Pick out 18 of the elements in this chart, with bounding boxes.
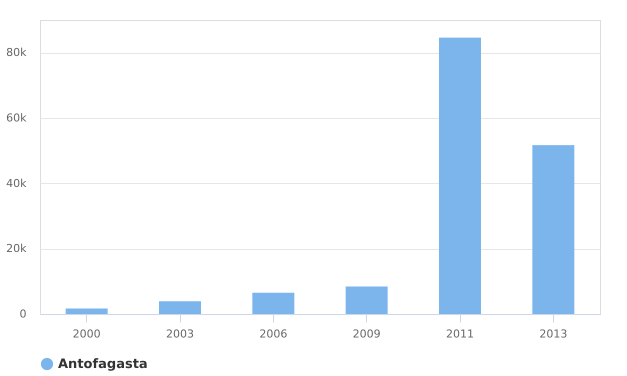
x-tick-label: 2013 xyxy=(539,328,568,340)
x-tick-label: 2000 xyxy=(72,328,101,340)
bar xyxy=(346,286,388,314)
x-tick-label: 2011 xyxy=(446,328,474,340)
bar xyxy=(439,38,481,314)
x-tick-label: 2006 xyxy=(259,328,288,340)
y-tick-label: 20k xyxy=(6,242,28,256)
bar xyxy=(66,308,108,314)
bar xyxy=(159,301,201,314)
legend-label: Antofagasta xyxy=(58,357,148,372)
y-tick-label: 0 xyxy=(20,308,26,320)
y-tick-label: 80k xyxy=(6,46,28,60)
y-tick-label: 40k xyxy=(6,176,28,190)
y-tick-label: 60k xyxy=(6,112,28,124)
bar xyxy=(252,292,294,314)
bar xyxy=(532,145,574,314)
x-tick-label: 2009 xyxy=(352,328,381,340)
x-tick-label: 2003 xyxy=(166,328,194,340)
